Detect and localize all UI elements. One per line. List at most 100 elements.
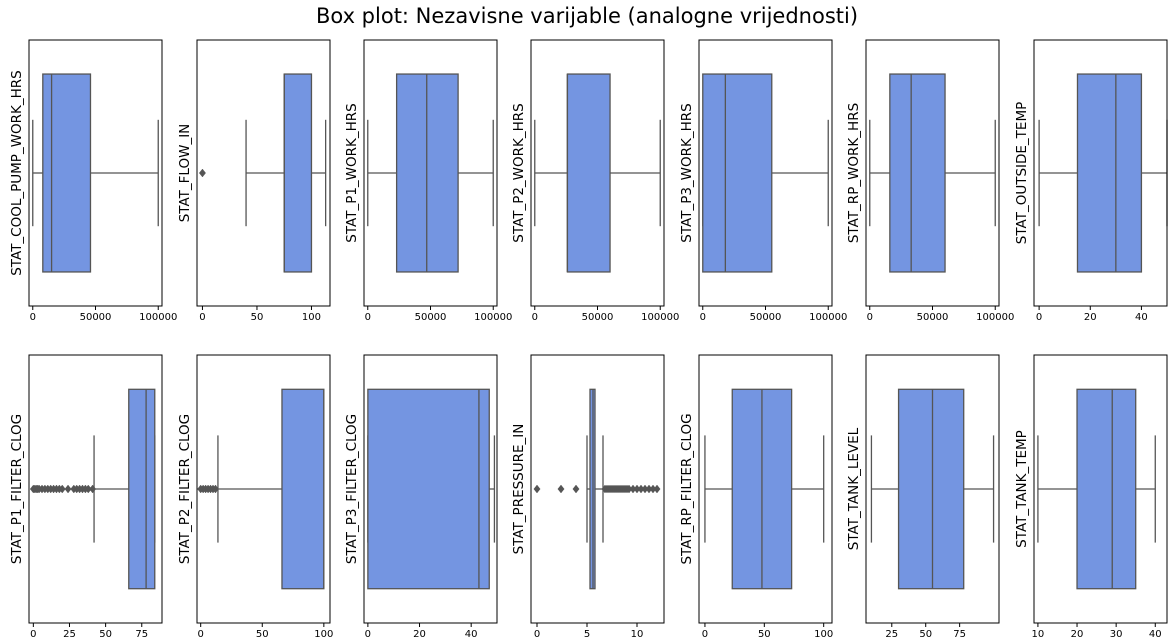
- y-axis-label: STAT_RP_FILTER_CLOG: [679, 413, 695, 564]
- box-iqr: [566, 73, 611, 273]
- x-tick-label: 100000: [139, 312, 177, 323]
- y-axis-label: STAT_P3_FILTER_CLOG: [344, 414, 360, 564]
- subplot-stat-tank-temp: 10 20 30 40 STAT_TANK_TEMP: [1014, 354, 1168, 640]
- subplot-stat-cool-pump-work-hrs: 0 50000 100000 STAT_COOL_PUMP_WORK_HRS: [9, 39, 177, 323]
- subplot-stat-p2-work-hrs: 0 50000 100000 STAT_P2_WORK_HRS: [511, 39, 679, 323]
- x-tick-label: 20: [1071, 629, 1084, 640]
- outlier-point: [64, 484, 72, 494]
- y-axis-label: STAT_P1_WORK_HRS: [344, 103, 360, 243]
- x-tick-label: 0: [365, 312, 371, 323]
- y-axis-label: STAT_FLOW_IN: [177, 124, 193, 223]
- subplot-stat-flow-in: 0 50 100 STAT_FLOW_IN: [177, 39, 331, 323]
- box-iqr: [281, 388, 325, 590]
- outlier-point: [89, 484, 97, 494]
- box-iqr: [128, 388, 156, 590]
- x-tick-label: 100000: [809, 312, 847, 323]
- axes-frame: [196, 39, 331, 307]
- x-tick-label: 0: [1036, 312, 1042, 323]
- subplot-stat-rp-filter-clog: 0 50 100 STAT_RP_FILTER_CLOG: [679, 354, 833, 640]
- x-tick-label: 0: [199, 312, 205, 323]
- x-tick-label: 100: [314, 629, 333, 640]
- outlier-point: [212, 484, 219, 494]
- y-axis-label: STAT_P3_WORK_HRS: [679, 103, 695, 243]
- box-iqr: [367, 388, 490, 590]
- x-tick-label: 5: [584, 629, 590, 640]
- x-tick-label: 50000: [917, 312, 949, 323]
- x-tick-label: 0: [30, 629, 36, 640]
- x-tick-label: 0: [532, 312, 538, 323]
- axes-frame: [363, 354, 498, 624]
- outlier-point: [58, 484, 66, 494]
- y-axis-label: STAT_PRESSURE_IN: [511, 424, 527, 555]
- x-tick-label: 0: [702, 629, 708, 640]
- x-tick-label: 0: [198, 629, 204, 640]
- y-axis-label: STAT_TANK_LEVEL: [846, 427, 862, 550]
- box-iqr: [702, 73, 773, 273]
- y-axis-label: STAT_P2_FILTER_CLOG: [177, 414, 193, 564]
- x-tick-label: 50: [251, 312, 264, 323]
- axes-frame: [1033, 39, 1168, 307]
- x-tick-label: 100000: [976, 312, 1014, 323]
- subplot-stat-pressure-in: 0 5 10 STAT_PRESSURE_IN: [511, 354, 665, 640]
- x-tick-label: 40: [1135, 312, 1148, 323]
- x-tick-label: 50000: [80, 312, 112, 323]
- subplot-stat-rp-work-hrs: 0 50000 100000 STAT_RP_WORK_HRS: [846, 39, 1014, 323]
- subplot-stat-outside-temp: 0 20 40 STAT_OUTSIDE_TEMP: [1014, 39, 1168, 323]
- box-iqr: [897, 388, 965, 590]
- x-tick-label: 100000: [641, 312, 679, 323]
- outlier-point: [653, 484, 661, 494]
- axes-frame: [865, 354, 1000, 624]
- x-tick-label: 100: [814, 629, 833, 640]
- axes-frame: [196, 354, 331, 624]
- axes-frame: [28, 354, 163, 624]
- x-tick-label: 10: [1032, 629, 1045, 640]
- x-tick-label: 50000: [415, 312, 447, 323]
- box-iqr: [1076, 388, 1137, 590]
- x-tick-label: 100000: [474, 312, 512, 323]
- x-tick-label: 25: [63, 629, 76, 640]
- x-tick-label: 50: [758, 629, 771, 640]
- x-tick-label: 100: [302, 312, 321, 323]
- x-tick-label: 50: [919, 629, 932, 640]
- box-iqr: [42, 73, 92, 273]
- x-tick-label: 0: [867, 312, 873, 323]
- x-tick-label: 10: [631, 629, 644, 640]
- x-tick-label: 20: [413, 629, 426, 640]
- y-axis-label: STAT_TANK_TEMP: [1014, 430, 1030, 548]
- y-axis-label: STAT_P1_FILTER_CLOG: [9, 414, 25, 564]
- x-tick-label: 50: [99, 629, 112, 640]
- subplot-stat-p1-work-hrs: 0 50000 100000 STAT_P1_WORK_HRS: [344, 39, 512, 323]
- x-tick-label: 0: [30, 312, 36, 323]
- x-tick-label: 50000: [582, 312, 614, 323]
- x-tick-label: 75: [135, 629, 148, 640]
- outlier-point: [198, 168, 206, 178]
- subplot-stat-p1-filter-clog: 0 25 50 75 STAT_P1_FILTER_CLOG: [9, 354, 163, 640]
- subplot-stat-p3-work-hrs: 0 50000 100000 STAT_P3_WORK_HRS: [679, 39, 847, 323]
- x-tick-label: 25: [885, 629, 898, 640]
- axes-frame: [1033, 354, 1168, 624]
- y-axis-label: STAT_COOL_PUMP_WORK_HRS: [9, 70, 25, 276]
- outlier-point: [533, 484, 541, 494]
- x-tick-label: 50: [256, 629, 269, 640]
- box-iqr: [1076, 73, 1143, 273]
- x-tick-label: 40: [465, 629, 478, 640]
- y-axis-label: STAT_RP_WORK_HRS: [846, 103, 862, 243]
- outlier-point: [572, 484, 580, 494]
- x-tick-label: 40: [1149, 629, 1162, 640]
- axes-frame: [698, 354, 833, 624]
- x-tick-label: 20: [1084, 312, 1097, 323]
- x-tick-label: 30: [1110, 629, 1123, 640]
- box-iqr: [283, 73, 313, 273]
- subplot-stat-tank-level: 25 50 75 STAT_TANK_LEVEL: [846, 354, 1000, 640]
- outlier-point: [557, 484, 565, 494]
- y-axis-label: STAT_P2_WORK_HRS: [511, 103, 527, 243]
- subplot-stat-p3-filter-clog: 0 20 40 STAT_P3_FILTER_CLOG: [344, 354, 498, 640]
- chart-title: Box plot: Nezavisne varijable (analogne …: [315, 4, 859, 28]
- y-axis-label: STAT_OUTSIDE_TEMP: [1014, 102, 1030, 245]
- x-tick-label: 0: [365, 629, 371, 640]
- x-tick-label: 0: [700, 312, 706, 323]
- x-tick-label: 75: [953, 629, 966, 640]
- x-tick-label: 0: [534, 629, 540, 640]
- subplot-stat-p2-filter-clog: 0 50 100 STAT_P2_FILTER_CLOG: [177, 354, 333, 640]
